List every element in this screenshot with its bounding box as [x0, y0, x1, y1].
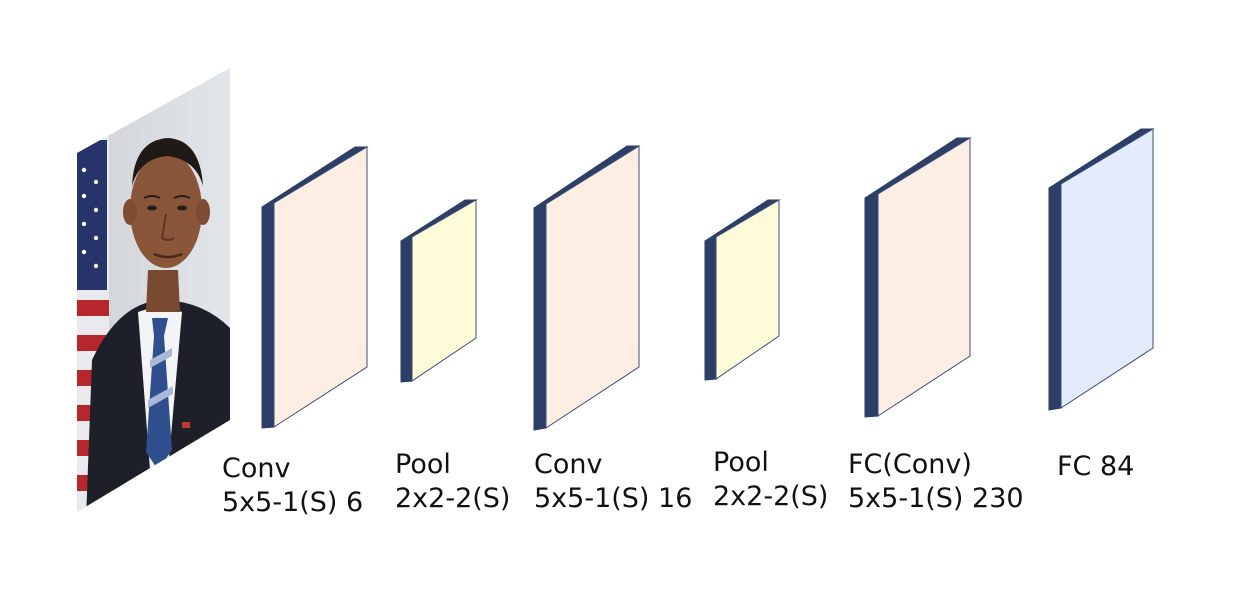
layer-fcconv-slab — [864, 137, 972, 418]
layer-label-pool1-line1: Pool — [395, 449, 451, 480]
layer-label-pool2: Pool 2x2-2(S) — [713, 446, 828, 514]
layer-label-pool1-line2: 2x2-2(S) — [395, 483, 511, 514]
layer-fcconv-edge — [864, 193, 879, 418]
layer-label-pool1: Pool 2x2-2(S) — [395, 448, 510, 516]
layer-label-conv1-line2: 5x5-1(S) 6 — [222, 487, 364, 518]
layer-label-fcconv-line2: 5x5-1(S) 230 — [848, 483, 1024, 514]
layer-conv2-edge — [533, 203, 547, 431]
portrait-photo-icon — [77, 68, 230, 512]
layer-pool2-slab — [704, 199, 781, 381]
layer-label-pool2-line2: 2x2-2(S) — [713, 481, 829, 512]
layer-label-fc84-line1: FC 84 — [1057, 451, 1135, 482]
layer-conv1-slab — [261, 146, 369, 429]
layer-fcconv-face — [877, 137, 971, 417]
layer-label-fcconv-line1: FC(Conv) — [848, 449, 972, 480]
layer-conv1-edge — [261, 202, 275, 429]
layer-label-conv1: Conv 5x5-1(S) 6 — [222, 452, 363, 520]
layer-label-conv2-line2: 5x5-1(S) 16 — [534, 483, 693, 514]
layer-pool1-face — [411, 199, 477, 382]
layer-pool2-edge — [704, 236, 717, 381]
layer-label-conv2: Conv 5x5-1(S) 16 — [534, 448, 692, 516]
layer-fc84-slab — [1048, 128, 1155, 411]
layer-label-fc84: FC 84 — [1057, 450, 1134, 484]
layer-conv1-face — [273, 146, 368, 428]
layer-label-conv1-line1: Conv — [222, 453, 291, 484]
layer-pool2-face — [715, 199, 780, 380]
layer-pool1-edge — [400, 236, 413, 383]
input-image — [77, 68, 230, 512]
layer-label-fcconv: FC(Conv) 5x5-1(S) 230 — [848, 448, 1024, 516]
layer-label-conv2-line1: Conv — [534, 449, 603, 480]
layer-conv2-slab — [533, 145, 641, 431]
layer-fc84-edge — [1048, 183, 1062, 411]
layer-label-pool2-line1: Pool — [713, 447, 769, 478]
layer-conv2-face — [545, 145, 640, 429]
layer-pool1-slab — [400, 199, 478, 383]
layer-fc84-face — [1060, 128, 1154, 409]
